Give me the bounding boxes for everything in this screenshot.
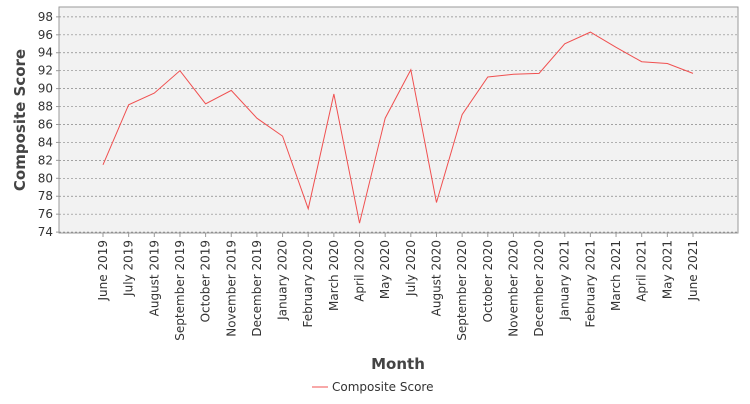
x-tick-label: April 2020 [353, 240, 367, 302]
x-axis-title: Month [371, 355, 425, 373]
y-tick-label: 94 [38, 46, 53, 60]
x-tick-label: November 2020 [506, 240, 520, 337]
x-tick-label: May 2020 [378, 240, 392, 299]
x-tick-label: March 2021 [609, 240, 623, 311]
data-line [102, 31, 694, 224]
x-tick-label: August 2020 [429, 240, 443, 316]
y-tick-label: 82 [38, 153, 53, 167]
x-tick-label: October 2020 [481, 240, 495, 322]
y-tick-label: 80 [38, 171, 53, 185]
x-tick-label: November 2019 [224, 240, 238, 337]
x-tick-label: February 2021 [583, 240, 597, 328]
x-tick-label: January 2020 [276, 240, 290, 321]
y-tick-label: 92 [38, 64, 53, 78]
y-tick-label: 78 [38, 189, 53, 203]
x-tick-label: April 2021 [635, 240, 649, 302]
x-tick-label: September 2020 [455, 240, 469, 341]
x-tick-label: July 2019 [122, 240, 136, 297]
y-tick-label: 76 [38, 207, 53, 221]
x-tick-label: June 2019 [96, 240, 110, 302]
x-tick-label: December 2019 [250, 240, 264, 337]
x-tick-label: March 2020 [327, 240, 341, 311]
x-tick-label: July 2020 [404, 240, 418, 297]
y-tick-label: 96 [38, 28, 53, 42]
x-tick-label: January 2021 [558, 240, 572, 321]
x-tick-label: February 2020 [301, 240, 315, 328]
plot-area [58, 6, 739, 234]
y-tick-label: 88 [38, 100, 53, 114]
x-tick-label: September 2019 [173, 240, 187, 341]
x-tick-label: October 2019 [199, 240, 213, 322]
y-axis-title: Composite Score [11, 49, 29, 191]
x-tick-label: June 2021 [686, 240, 700, 302]
y-tick-label: 90 [38, 82, 53, 96]
y-tick-label: 98 [38, 10, 53, 24]
x-tick-label: May 2021 [660, 240, 674, 299]
y-tick-label: 86 [38, 117, 53, 131]
y-tick-label: 84 [38, 135, 53, 149]
y-tick-label: 74 [38, 225, 53, 239]
legend-label: Composite Score [332, 380, 433, 394]
x-tick-label: December 2020 [532, 240, 546, 337]
x-tick-label: August 2019 [147, 240, 161, 316]
